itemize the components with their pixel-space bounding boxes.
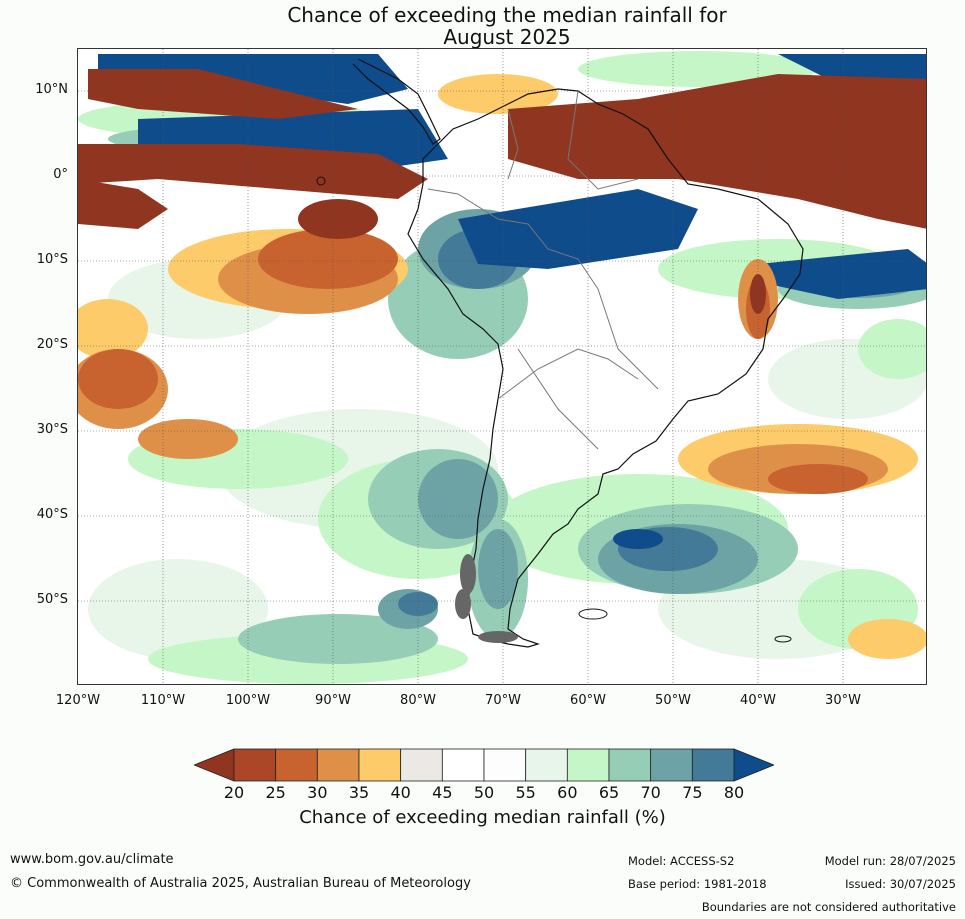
lat-label-0: 0°: [53, 167, 68, 182]
colorbar-tick-label: 75: [682, 783, 703, 802]
country-borders: [427, 90, 659, 450]
colorbar-cell: [275, 748, 318, 782]
colorbar-extend-high: [733, 748, 774, 782]
colorbar: [194, 748, 774, 782]
colorbar-tick-label: 35: [348, 783, 370, 802]
footer-disclaimer: Boundaries are not considered authoritat…: [701, 900, 956, 914]
colorbar-tick-label: 65: [598, 783, 620, 802]
lon-label-80w: 80°W: [400, 693, 436, 708]
lat-label-20s: 20°S: [36, 337, 68, 352]
lon-label-90w: 90°W: [315, 693, 351, 708]
lon-label-100w: 100°W: [225, 693, 271, 708]
colorbar-tick-label: 60: [557, 783, 578, 802]
central-america-coastline: [352, 58, 441, 145]
colorbar-tick-label: 25: [265, 783, 286, 802]
title-line-1: Chance of exceeding the median rainfall …: [287, 3, 727, 27]
colorbar-cell: [566, 748, 610, 782]
lat-label-10n: 10°N: [35, 82, 68, 97]
colorbar-tick-label: 80: [723, 783, 745, 802]
colorbar-cell: [441, 748, 485, 782]
footer-base-period: Base period: 1981-2018: [628, 877, 767, 891]
footer-model-run: Model run: 28/07/2025: [824, 854, 956, 868]
footer-url[interactable]: www.bom.gov.au/climate: [10, 852, 174, 867]
lat-label-50s: 50°S: [36, 592, 68, 607]
colorbar-cell: [525, 748, 568, 782]
lon-label-40w: 40°W: [740, 693, 776, 708]
colorbar-cell: [233, 748, 277, 782]
footer-issued: Issued: 30/07/2025: [845, 877, 956, 891]
chilean-archipelago: [455, 554, 518, 643]
map-title: Chance of exceeding the median rainfall …: [0, 4, 965, 48]
colorbar-tick-label: 20: [223, 783, 245, 802]
colorbar-cell: [650, 748, 693, 782]
lat-label-30s: 30°S: [36, 422, 68, 437]
colorbar-extend-low: [194, 748, 235, 782]
islands: [316, 176, 792, 643]
title-line-2: August 2025: [443, 25, 571, 49]
colorbar-tick-label: 50: [473, 783, 495, 802]
lon-label-110w: 110°W: [140, 693, 186, 708]
lat-label-10s: 10°S: [36, 252, 68, 267]
colorbar-tick-label: 70: [640, 783, 661, 802]
lon-label-120w: 120°W: [55, 693, 101, 708]
south-america-coastline: [407, 88, 804, 648]
colorbar-cell: [691, 748, 735, 782]
lon-label-70w: 70°W: [485, 693, 521, 708]
colorbar-cells: [194, 748, 774, 782]
lon-label-50w: 50°W: [655, 693, 691, 708]
colorbar-tick-label: 40: [390, 783, 411, 802]
colorbar-cell: [400, 748, 443, 782]
colorbar-tick-label: 45: [432, 783, 453, 802]
colorbar-cell: [483, 748, 527, 782]
colorbar-cell: [608, 748, 652, 782]
map-canvas: [78, 49, 926, 684]
colorbar-label: Chance of exceeding median rainfall (%): [299, 807, 666, 828]
lon-label-30w: 30°W: [825, 693, 861, 708]
colorbar-cell: [358, 748, 402, 782]
lon-label-60w: 60°W: [570, 693, 606, 708]
colorbar-tick-label: 55: [515, 783, 536, 802]
colorbar-tick-label: 30: [307, 783, 328, 802]
footer-copyright: © Commonwealth of Australia 2025, Austra…: [10, 876, 471, 891]
footer-model: Model: ACCESS-S2: [628, 854, 735, 868]
lat-label-40s: 40°S: [36, 507, 68, 522]
rainfall-map: [77, 48, 927, 685]
probability-below-20-regions: [78, 69, 926, 314]
colorbar-cell: [316, 748, 360, 782]
